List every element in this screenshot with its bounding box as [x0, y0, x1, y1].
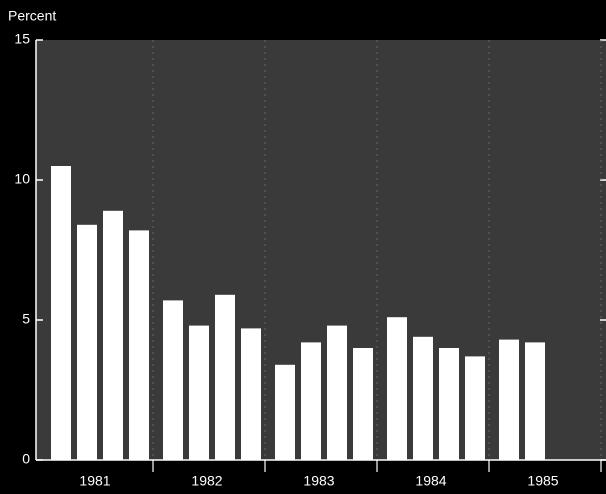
x-tick-label: 1984: [415, 473, 446, 489]
x-tick-label: 1985: [527, 473, 558, 489]
bar: [413, 336, 433, 460]
y-tick-label: 5: [22, 311, 30, 327]
y-tick-label: 0: [22, 451, 30, 467]
bar: [301, 342, 321, 460]
bar: [241, 328, 261, 460]
x-tick-label: 1982: [191, 473, 222, 489]
bar: [327, 325, 347, 460]
bar: [129, 230, 149, 460]
bar: [439, 348, 459, 460]
x-tick-label: 1983: [303, 473, 334, 489]
bar: [387, 317, 407, 460]
y-tick-label: 10: [14, 171, 30, 187]
y-tick-label: 15: [14, 31, 30, 47]
bar: [353, 348, 373, 460]
bar: [103, 210, 123, 460]
bar: [77, 224, 97, 460]
bar: [189, 325, 209, 460]
bar: [51, 166, 71, 460]
x-tick-label: 1981: [79, 473, 110, 489]
bar: [275, 364, 295, 460]
bar: [163, 300, 183, 460]
bar: [465, 356, 485, 460]
bar: [525, 342, 545, 460]
bar: [499, 339, 519, 460]
y-axis-label: Percent: [8, 8, 56, 24]
bar: [215, 294, 235, 460]
